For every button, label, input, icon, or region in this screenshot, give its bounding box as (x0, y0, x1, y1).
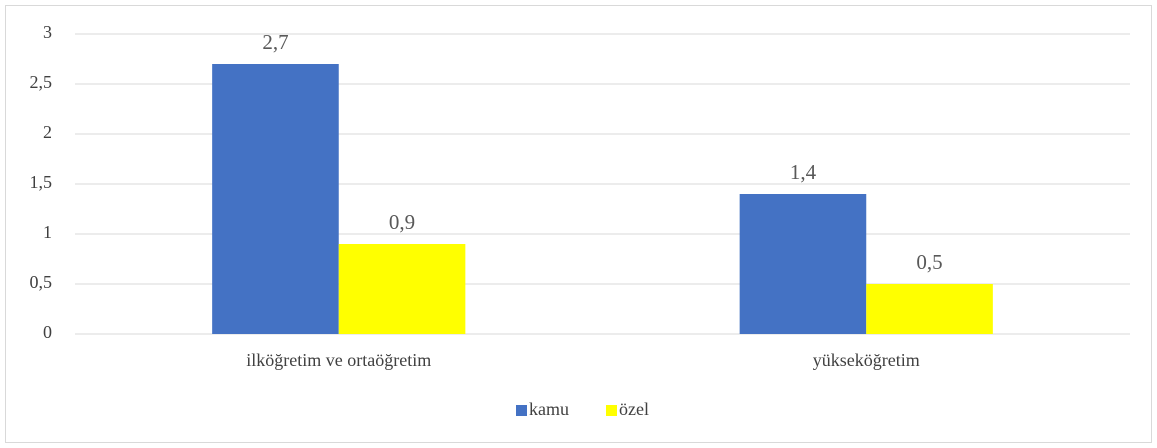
bar (212, 64, 339, 334)
legend-swatch (606, 405, 617, 416)
value-label: 0,5 (916, 250, 942, 274)
bar (866, 284, 993, 334)
y-tick-label: 0,5 (30, 272, 53, 292)
y-tick-label: 1,5 (30, 172, 53, 192)
chart-frame (5, 5, 1152, 443)
y-tick-label: 2 (43, 122, 52, 142)
bar (739, 194, 867, 334)
y-tick-label: 1 (43, 222, 52, 242)
value-label: 2,7 (262, 30, 288, 54)
legend-swatch (516, 405, 527, 416)
legend-label: kamu (529, 399, 569, 419)
y-tick-label: 0 (43, 322, 52, 342)
legend-label: özel (619, 399, 649, 419)
x-tick-label: yükseköğretim (813, 350, 920, 370)
bar (338, 244, 466, 334)
y-tick-label: 3 (43, 22, 52, 42)
value-label: 1,4 (790, 160, 817, 184)
y-tick-label: 2,5 (30, 72, 53, 92)
value-label: 0,9 (389, 210, 415, 234)
x-tick-label: ilköğretim ve ortaöğretim (246, 350, 431, 370)
